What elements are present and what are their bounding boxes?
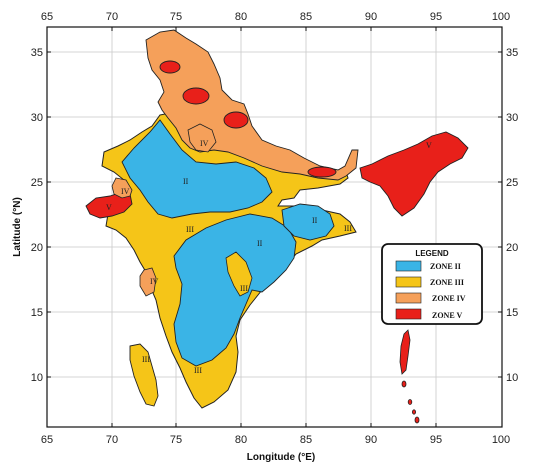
legend: LEGEND ZONE II ZONE III ZONE IV ZONE V	[381, 243, 483, 325]
zone-label-iii-lakshadweep: III	[142, 355, 150, 364]
top-tick-label-90: 90	[365, 11, 377, 23]
legend-swatch-zone-ii	[395, 260, 422, 272]
bottom-tick-label-95: 95	[430, 434, 442, 446]
bottom-tick-label-70: 70	[106, 434, 118, 446]
zone-label-v-northeast: V	[426, 141, 432, 150]
zone-label-ii-deccan: II	[257, 239, 263, 248]
right-tick-label-15: 15	[506, 307, 518, 319]
top-tick-label-75: 75	[170, 11, 182, 23]
zone-iii-lakshadweep-region	[129, 343, 159, 407]
zone-labels: II II II III III III III III IV IV IV V …	[106, 139, 432, 375]
nicobar-island-1	[407, 399, 413, 405]
zone-iii-deccan-band	[225, 251, 253, 297]
tick-marks	[47, 27, 502, 427]
top-tick-label-80: 80	[235, 11, 247, 23]
bottom-tick-label-90: 90	[365, 434, 377, 446]
left-tick-label-30: 30	[31, 112, 43, 124]
legend-title: LEGEND	[415, 249, 449, 258]
legend-label-zone-v: ZONE V	[432, 311, 463, 320]
zone-label-iii-deccan: III	[240, 284, 248, 293]
bottom-tick-label-85: 85	[300, 434, 312, 446]
legend-label-zone-iv: ZONE IV	[432, 294, 466, 303]
y-axis-title: Latitude (°N)	[12, 197, 23, 257]
bottom-tick-label-75: 75	[170, 434, 182, 446]
zone-iv-delhi-pocket	[187, 123, 217, 153]
top-tick-label-100: 100	[492, 11, 510, 23]
left-tick-label-20: 20	[31, 242, 43, 254]
zone-label-iv-north: IV	[200, 139, 209, 148]
zone-label-iii-central: III	[186, 225, 194, 234]
zone-ii-central-region	[121, 119, 273, 219]
zone-v-himachal-patch	[182, 87, 210, 105]
left-tick-label-10: 10	[31, 372, 43, 384]
right-tick-label-30: 30	[506, 112, 518, 124]
andaman-island-small-1	[401, 380, 407, 388]
zone-label-iv-konkan: IV	[150, 277, 159, 286]
top-longitude-labels: 65 70 75 80 85 90 95 100	[41, 11, 510, 23]
zone-label-ii-central: II	[183, 177, 189, 186]
zone-label-ii-east: II	[312, 216, 318, 225]
nicobar-island-3	[414, 416, 420, 424]
zone-v-kutch-region	[85, 191, 133, 219]
legend-label-zone-ii: ZONE II	[430, 262, 461, 271]
zone-ii-deccan-region	[173, 213, 297, 367]
right-tick-label-25: 25	[506, 177, 518, 189]
zone-label-v-kutch: V	[106, 203, 112, 212]
plot-frame	[46, 26, 503, 428]
top-tick-label-65: 65	[41, 11, 53, 23]
left-tick-label-35: 35	[31, 47, 43, 59]
top-tick-label-85: 85	[300, 11, 312, 23]
bottom-tick-label-65: 65	[41, 434, 53, 446]
zone-v-kashmir-patch	[159, 60, 181, 74]
top-tick-label-70: 70	[106, 11, 118, 23]
nicobar-island-2	[411, 409, 416, 415]
legend-swatch-zone-iii	[395, 276, 422, 288]
legend-label-zone-iii: ZONE III	[430, 278, 464, 287]
zone-label-iii-bengal: III	[344, 224, 352, 233]
right-tick-label-35: 35	[506, 47, 518, 59]
left-latitude-labels: 35 30 25 20 15 10	[31, 47, 43, 384]
zone-iv-gujarat-region	[111, 177, 133, 199]
legend-swatch-zone-iv	[395, 292, 422, 304]
zone-v-bihar-patch	[307, 166, 337, 178]
x-axis-title: Longitude (°E)	[247, 452, 315, 463]
legend-swatch-zone-v	[395, 308, 422, 320]
zone-ii-east-region	[281, 203, 335, 241]
right-tick-label-10: 10	[506, 372, 518, 384]
andaman-nicobar-islands	[399, 329, 420, 424]
bottom-longitude-labels: 65 70 75 80 85 90 95 100	[41, 434, 510, 446]
andaman-island-north	[399, 329, 411, 375]
zone-label-iii-south: III	[194, 366, 202, 375]
zone-label-iv-gujarat: IV	[121, 187, 130, 196]
top-tick-label-95: 95	[430, 11, 442, 23]
zone-v-northeast-region	[359, 131, 469, 217]
bottom-tick-label-100: 100	[492, 434, 510, 446]
left-tick-label-15: 15	[31, 307, 43, 319]
zone-iv-konkan-region	[139, 267, 157, 297]
bottom-tick-label-80: 80	[235, 434, 247, 446]
zone-v-uttarakhand-patch	[223, 111, 249, 129]
right-tick-label-20: 20	[506, 242, 518, 254]
right-latitude-labels: 35 30 25 20 15 10	[506, 47, 518, 384]
left-tick-label-25: 25	[31, 177, 43, 189]
